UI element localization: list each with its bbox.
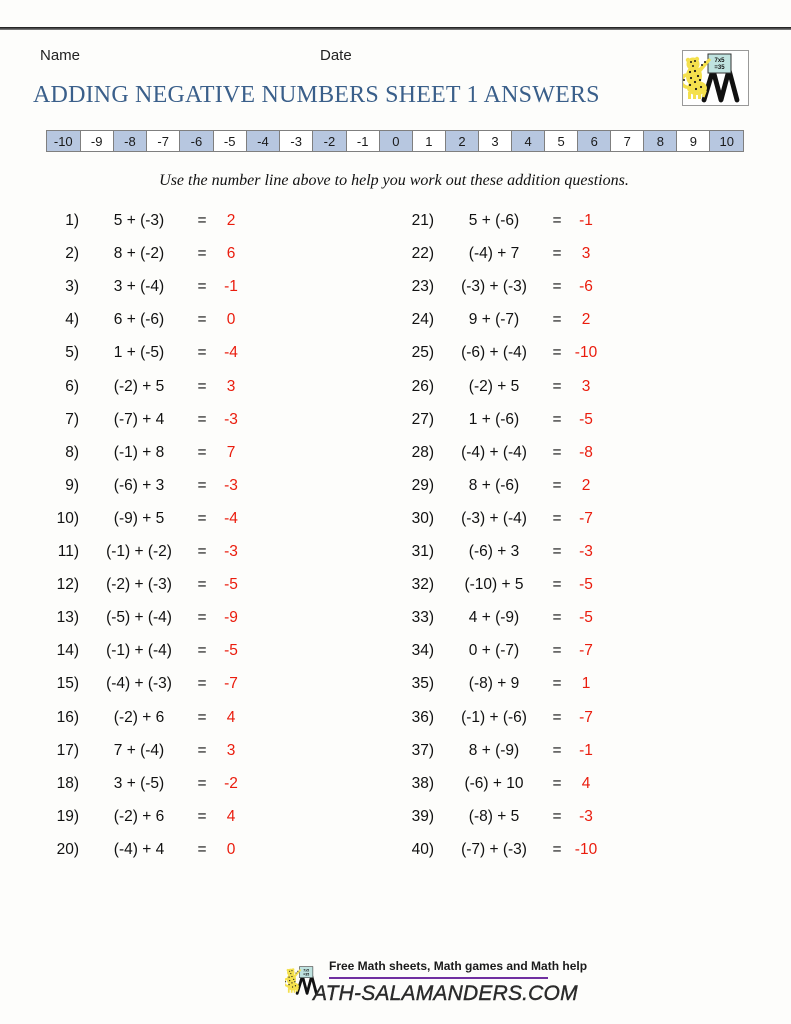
svg-text:7x5: 7x5: [714, 58, 725, 64]
svg-text:=35: =35: [714, 65, 725, 71]
svg-text:=35: =35: [303, 972, 309, 976]
svg-text:7x5: 7x5: [303, 968, 309, 972]
